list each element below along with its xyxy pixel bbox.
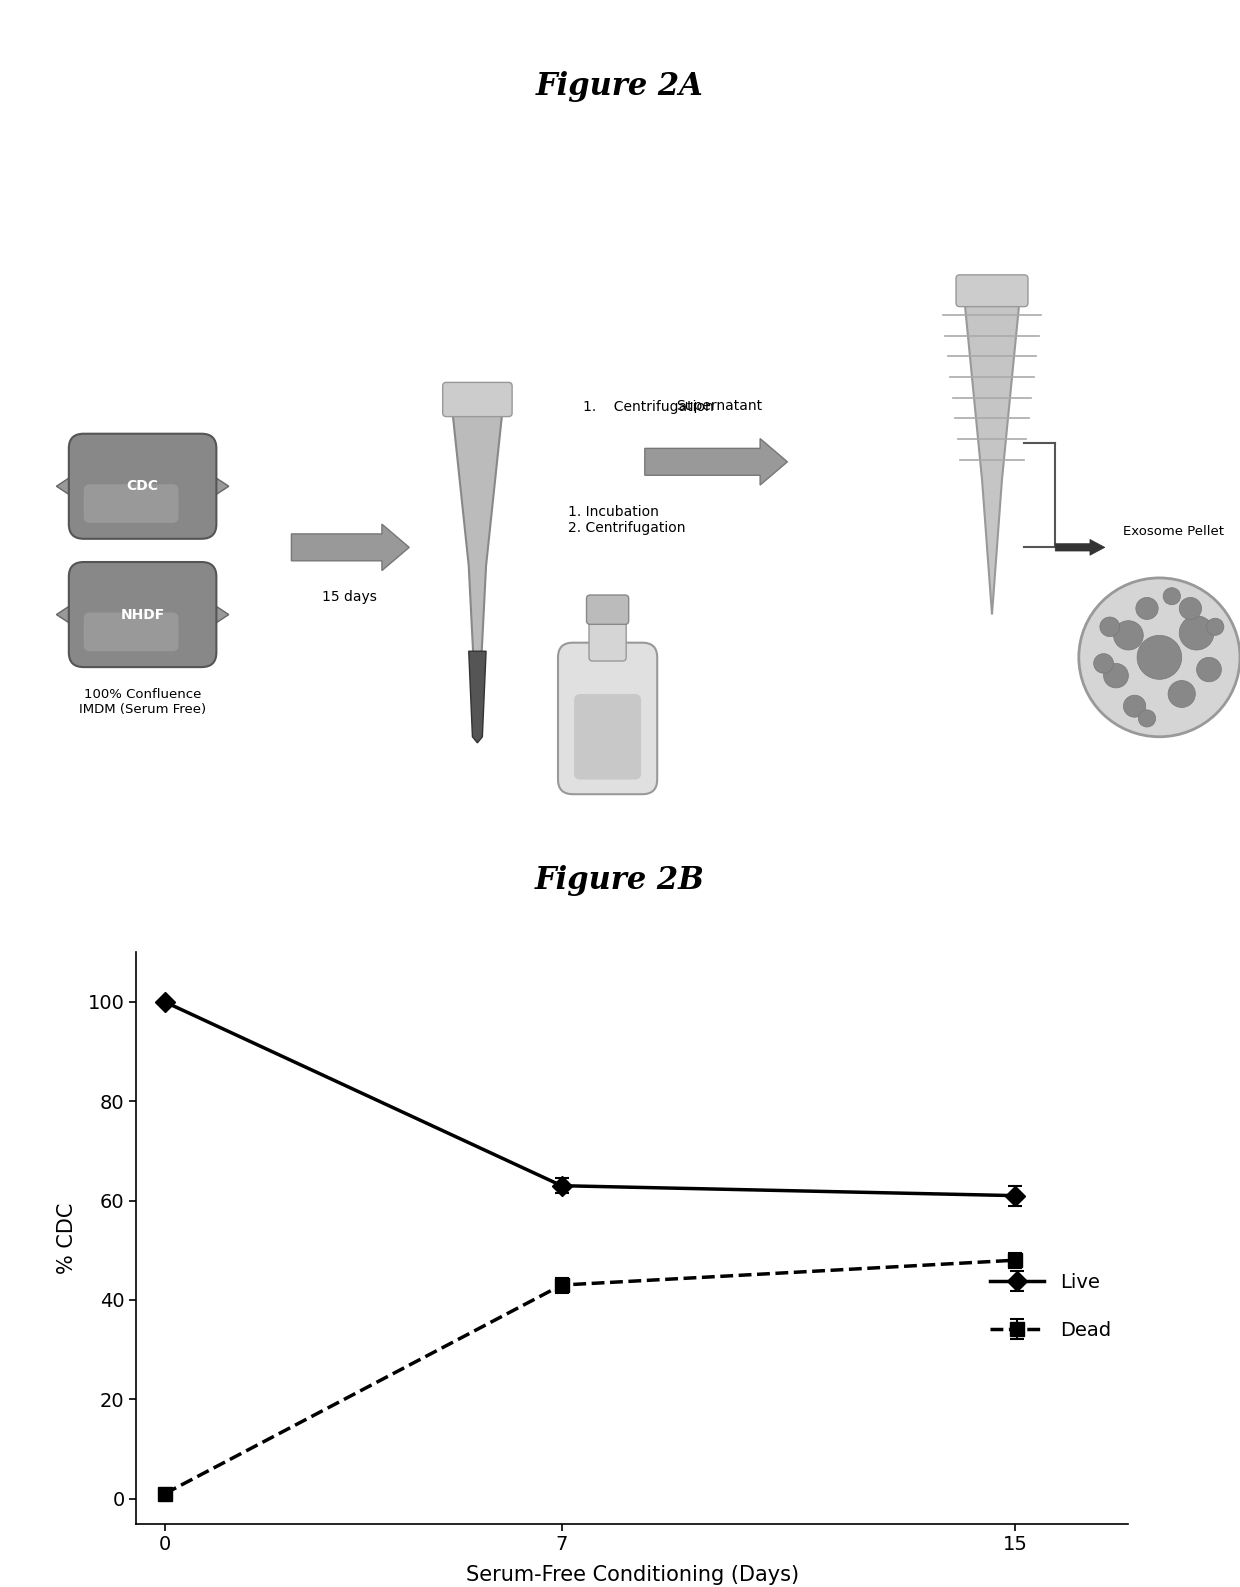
FancyArrow shape [645,438,787,486]
Circle shape [1114,621,1143,651]
Circle shape [1104,663,1128,687]
FancyBboxPatch shape [956,275,1028,306]
Circle shape [1123,695,1146,717]
Circle shape [1100,617,1120,636]
Text: Exosome Pellet: Exosome Pellet [1123,525,1224,538]
Text: Figure 2B: Figure 2B [536,865,704,897]
Circle shape [1163,587,1180,605]
Circle shape [1197,657,1221,682]
FancyBboxPatch shape [587,595,629,624]
FancyBboxPatch shape [589,617,626,662]
Polygon shape [965,303,1019,614]
Polygon shape [57,592,91,636]
Polygon shape [453,413,502,736]
Polygon shape [57,465,91,508]
Polygon shape [196,465,228,508]
Circle shape [1137,635,1182,679]
Polygon shape [196,592,228,636]
FancyBboxPatch shape [574,694,641,779]
FancyBboxPatch shape [443,382,512,417]
Text: 1. Incubation
2. Centrifugation: 1. Incubation 2. Centrifugation [568,505,686,535]
Circle shape [1079,578,1240,736]
FancyBboxPatch shape [84,484,179,522]
Circle shape [1136,597,1158,619]
X-axis label: Serum-Free Conditioning (Days): Serum-Free Conditioning (Days) [466,1565,799,1585]
FancyArrow shape [291,524,409,571]
Text: CDC: CDC [126,479,159,494]
Circle shape [1138,709,1156,727]
Legend: Live, Dead: Live, Dead [982,1265,1118,1347]
Circle shape [1168,681,1195,708]
Text: 15 days: 15 days [322,590,377,605]
FancyArrow shape [1055,540,1105,555]
Circle shape [1207,619,1224,635]
Y-axis label: % CDC: % CDC [57,1203,77,1273]
Text: NHDF: NHDF [120,608,165,622]
Text: Figure 2A: Figure 2A [536,71,704,103]
Polygon shape [469,651,486,743]
FancyBboxPatch shape [69,433,216,540]
Circle shape [1179,597,1202,619]
FancyBboxPatch shape [69,562,216,667]
Text: Supernatant: Supernatant [676,398,763,413]
Circle shape [1179,616,1214,651]
Circle shape [1094,654,1114,673]
Text: 100% Confluence
IMDM (Serum Free): 100% Confluence IMDM (Serum Free) [79,687,206,716]
FancyBboxPatch shape [84,613,179,651]
Text: 1.    Centrifugation: 1. Centrifugation [583,400,713,414]
FancyBboxPatch shape [558,643,657,794]
